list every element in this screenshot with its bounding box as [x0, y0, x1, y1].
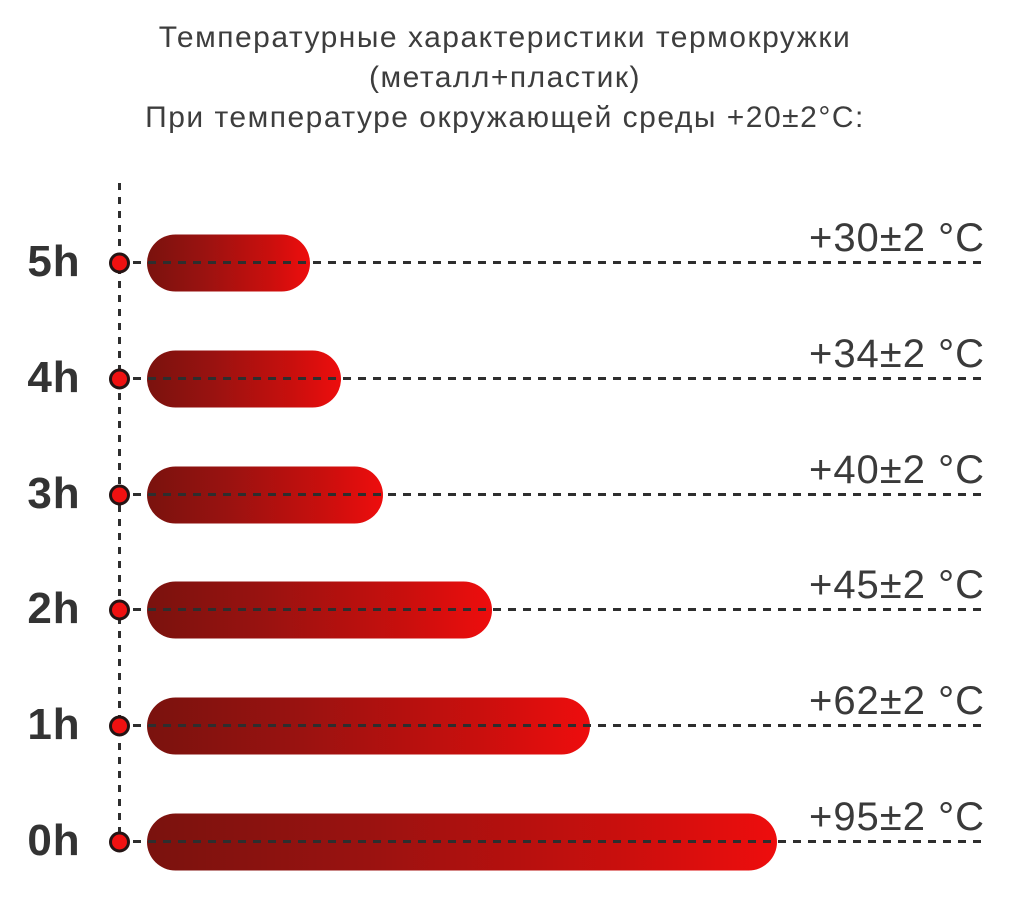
guide-dotted-line — [133, 608, 985, 612]
guide-dotted-line — [133, 260, 985, 264]
time-label: 3h — [27, 468, 81, 518]
guide-dotted-line — [133, 376, 985, 380]
guide-dotted-line — [133, 492, 985, 496]
chart-row-1h: 1h +62±2 °C — [0, 668, 1010, 784]
chart-row-5h: 5h +30±2 °C — [0, 205, 1010, 321]
time-label: 0h — [27, 816, 81, 866]
chart-row-2h: 2h +45±2 °C — [0, 552, 1010, 668]
chart-row-4h: 4h +34±2 °C — [0, 321, 1010, 437]
axis-point-marker — [109, 599, 130, 621]
temperature-value: +30±2 °C — [808, 215, 985, 260]
time-label: 4h — [27, 352, 81, 402]
axis-point-marker — [109, 831, 130, 853]
axis-point-marker — [109, 368, 130, 390]
chart-title: Температурные характеристики термокружки… — [0, 18, 1010, 138]
axis-point-marker — [109, 484, 130, 506]
chart-row-0h: 0h +95±2 °C — [0, 784, 1010, 900]
chart-title-line2: (металл+пластик) — [369, 61, 641, 94]
time-label: 1h — [27, 700, 81, 750]
temperature-value: +95±2 °C — [808, 795, 985, 840]
temperature-value: +45±2 °C — [808, 563, 985, 608]
temperature-value: +62±2 °C — [808, 679, 985, 724]
temperature-value: +34±2 °C — [808, 331, 985, 376]
chart-title-line3: При температуре окружающей среды +20±2°C… — [145, 101, 865, 134]
y-axis-dotted-line — [118, 183, 121, 835]
time-label: 2h — [27, 584, 81, 634]
temperature-value: +40±2 °C — [808, 447, 985, 492]
guide-dotted-line — [133, 840, 985, 844]
axis-point-marker — [109, 252, 130, 274]
chart-title-line1: Температурные характеристики термокружки — [158, 21, 852, 54]
axis-point-marker — [109, 715, 130, 737]
time-label: 5h — [27, 236, 81, 286]
guide-dotted-line — [133, 724, 985, 728]
chart-row-3h: 3h +40±2 °C — [0, 437, 1010, 553]
bar-chart: 5h +30±2 °C 4h +34±2 °C 3h +40±2 °C 2h +… — [0, 205, 1010, 900]
